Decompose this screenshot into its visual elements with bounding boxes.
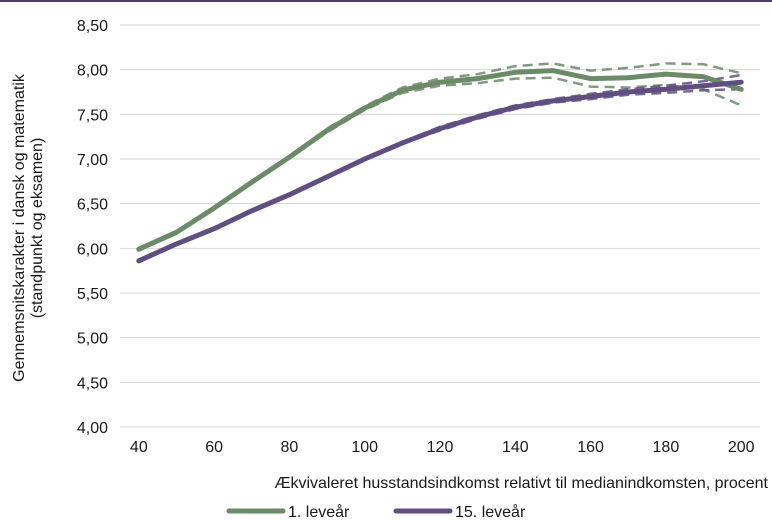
y-tick-label: 6,50: [77, 197, 108, 214]
grid-layer: [120, 24, 760, 428]
y-tick-label: 5,00: [77, 331, 108, 348]
legend-label-15-levear: 15. leveår: [455, 503, 526, 520]
x-axis-title: Ækvivaleret husstandsindkomst relativt t…: [274, 475, 768, 492]
legend-label-1-levear: 1. leveår: [288, 503, 350, 520]
confidence-bands: [138, 62, 742, 263]
x-tick-label: 60: [205, 439, 223, 456]
y-tick-label: 8,50: [77, 18, 108, 35]
x-tick-label: 140: [502, 439, 529, 456]
series-line-1-levear: [136, 68, 744, 252]
x-tick-label: 200: [728, 439, 755, 456]
y-tick-label: 4,00: [77, 420, 108, 437]
series-lines: [136, 68, 744, 264]
y-tick-label: 4,50: [77, 375, 108, 392]
y-axis-title-line-2: (standpunkt og eksamen): [29, 138, 46, 319]
y-tick-label: 6,00: [77, 241, 108, 258]
y-tick-label: 5,50: [77, 286, 108, 303]
y-tick-labels: 4,00 4,50 5,00 5,50 6,00 6,50 7,00 7,50 8,00 8,50: [77, 18, 108, 437]
y-tick-label: 7,00: [77, 152, 108, 169]
y-tick-label: 7,50: [77, 107, 108, 124]
x-tick-label: 180: [653, 439, 680, 456]
legend: 1. leveår 15. leveår: [226, 503, 526, 520]
x-tick-label: 100: [351, 439, 378, 456]
series-15-levear-ci-lower: [138, 88, 742, 263]
x-tick-label: 160: [577, 439, 604, 456]
top-rule: [0, 0, 772, 2]
series-15-levear-ci-upper: [138, 73, 742, 262]
series-line-15-levear: [136, 79, 744, 264]
y-tick-label: 8,00: [77, 63, 108, 80]
x-tick-label: 40: [130, 439, 148, 456]
x-tick-label: 80: [281, 439, 299, 456]
y-axis-title-line-1: Gennemsnitskarakter i dansk og matematik: [11, 73, 28, 382]
x-tick-label: 120: [427, 439, 454, 456]
x-tick-labels: 40 60 80 100 120 140 160 180 200: [130, 439, 755, 456]
